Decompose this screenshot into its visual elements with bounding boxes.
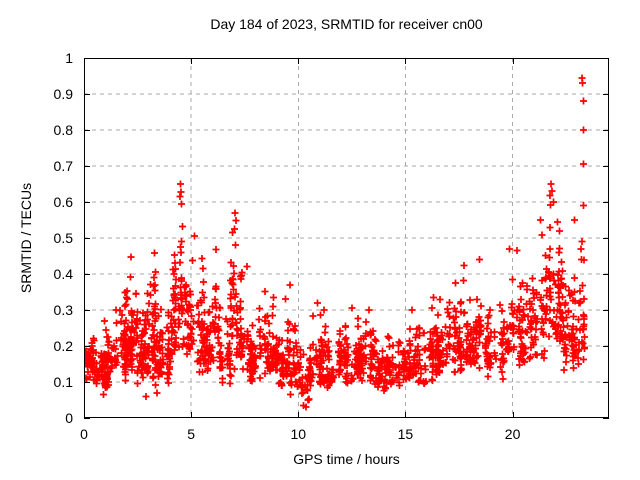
y-tick-label: 0.3	[54, 302, 74, 318]
y-tick-label: 1	[65, 50, 73, 66]
y-tick-label: 0.8	[54, 122, 74, 138]
x-tick-label: 10	[290, 426, 306, 442]
x-tick-label: 20	[505, 426, 521, 442]
x-tick-label: 0	[80, 426, 88, 442]
y-tick-label: 0.7	[54, 158, 74, 174]
plot-frame	[84, 58, 609, 419]
y-axis-title: SRMTID / TECUs	[18, 183, 34, 293]
y-tick-label: 0.5	[54, 230, 74, 246]
y-tick-label: 0	[65, 410, 73, 426]
x-axis-title: GPS time / hours	[293, 451, 400, 467]
data-point-markers	[84, 74, 588, 411]
y-tick-label: 0.1	[54, 374, 74, 390]
y-tick-label: 0.4	[54, 266, 74, 282]
x-tick-label: 15	[398, 426, 414, 442]
y-tick-label: 0.2	[54, 338, 74, 354]
y-tick-label: 0.9	[54, 86, 74, 102]
x-tick-label: 5	[187, 426, 195, 442]
tick-labels: 0 5 10 15 20 0 0.1 0.2 0.3 0.4 0.5 0.6 0.7 0.8 0.9 1	[54, 50, 521, 442]
scatter-points	[84, 74, 588, 411]
y-tick-label: 0.6	[54, 194, 74, 210]
chart-title: Day 184 of 2023, SRMTID for receiver cn0…	[210, 16, 483, 32]
